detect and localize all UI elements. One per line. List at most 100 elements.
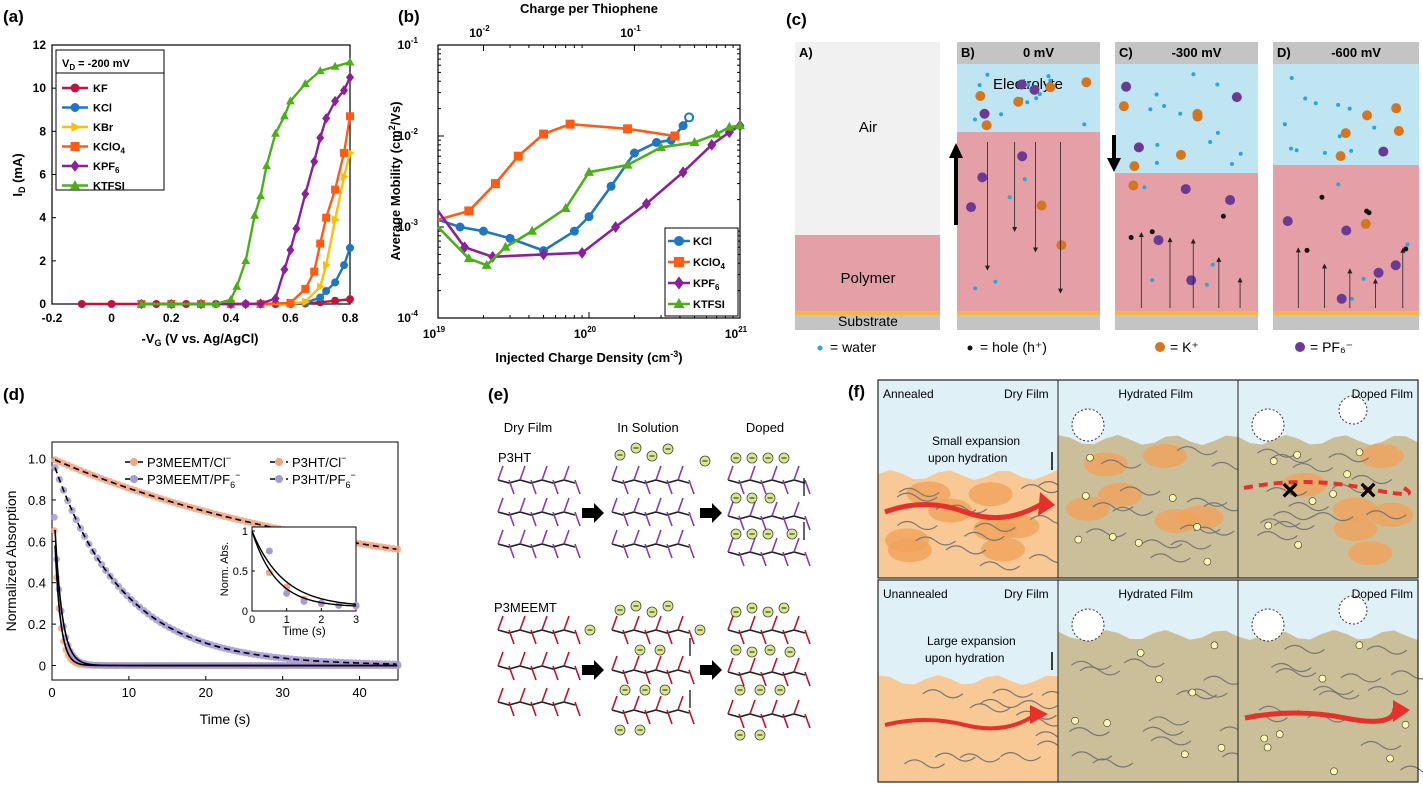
chart-a-point [345, 57, 355, 66]
panel-f-ion [1343, 470, 1351, 478]
panel-e-sidechain [804, 479, 811, 495]
panel-c-water [1208, 140, 1213, 145]
chart-b-point [622, 159, 633, 169]
chart-b-ytick-label: 10-3 [398, 218, 419, 234]
panel-c-pf6-ion [977, 172, 988, 183]
chart-d-legend-marker [275, 458, 283, 466]
panel-f-top-doped: Doped Film [1352, 387, 1413, 401]
chart-b-xtick-exp: 20 [587, 325, 596, 334]
chart-d-frame [51, 441, 399, 681]
panel-c-pf6-ion [1121, 81, 1132, 92]
chart-b-legend-label: KCl [693, 236, 712, 248]
panel-c-water [1289, 146, 1294, 151]
panel-e-sidechain [541, 687, 548, 703]
chart-a-point [322, 260, 331, 270]
panel-f-chain [1257, 531, 1298, 541]
panel-c-water [1347, 106, 1352, 111]
chart-a-point [262, 161, 271, 170]
panel-f-ion [1386, 754, 1394, 763]
chart-a-point [346, 112, 354, 121]
panel-f-crystallite [1084, 452, 1129, 477]
panel-e-sidechain [644, 511, 651, 527]
panel-e-sidechain [749, 699, 756, 715]
panel-f-ion [1108, 533, 1117, 541]
panel-e-sidechain [738, 671, 745, 687]
panel-e-sidechain [688, 479, 695, 495]
panel-f-transport-arrow [884, 713, 1037, 731]
chart-a-xtick-label: 0 [108, 311, 115, 325]
chart-b-point [623, 124, 633, 134]
panel-c-water [1034, 96, 1039, 101]
panel-e-sidechain [760, 551, 767, 567]
panel-c-substrate-line [1273, 311, 1419, 315]
panel-c-hole [1128, 234, 1134, 240]
panel-c-air-label: Air [859, 119, 877, 136]
panel-e-sidechain [622, 629, 629, 645]
panel-c-k-ion [1056, 240, 1067, 251]
panel-c-water [1303, 96, 1308, 101]
chart-d-point [394, 545, 402, 553]
panel-c-water [1026, 82, 1031, 87]
panel-c-water [1148, 107, 1153, 112]
panel-e-sidechain [666, 669, 673, 685]
panel-e-chain-p3meemt [727, 615, 811, 645]
chart-a-point [232, 281, 242, 290]
panel-c-water [977, 83, 982, 88]
panel-c-water [1336, 102, 1341, 107]
panel-c-hole [1403, 246, 1409, 252]
chart-b-legend-label: KClO4 [693, 257, 726, 271]
panel-e-sidechain [508, 479, 515, 495]
panel-c-pf6-ion [966, 202, 977, 213]
chart-b-point [505, 233, 515, 243]
chart-a-point [331, 296, 340, 305]
panel-c-k-ion [1391, 103, 1402, 114]
chart-b-point [463, 253, 474, 263]
panel-c-water [1282, 122, 1287, 127]
panel-e-backbone [727, 671, 806, 676]
panel-label-d: (d) [3, 385, 25, 404]
panel-e-chain-p3meemt [611, 695, 695, 725]
panel-e-sidechain [655, 529, 662, 545]
panel-c-pf6-ion [1225, 195, 1236, 206]
panel-c-header [1115, 42, 1258, 64]
panel-c-diagram: A) B) 0 mV C) -300 mV D) -600 mV Air Polymer Subs… [795, 42, 1419, 355]
panel-f-chain [1100, 459, 1142, 469]
panel-f-chain [1273, 520, 1315, 531]
chart-b-top-tick-base: 10 [469, 26, 483, 40]
chart-a-point [292, 223, 301, 234]
panel-c-hole [1366, 210, 1372, 216]
chart-b-xtick-exp: 21 [738, 325, 747, 334]
panel-f-ion [1134, 539, 1143, 547]
panel-f-chain [896, 520, 938, 531]
panel-e-sidechain [677, 529, 684, 545]
chart-b-point [478, 226, 488, 236]
panel-f-bottom-dry: Dry Film [1004, 587, 1049, 601]
panel-f-ion [1181, 750, 1189, 759]
panel-e-sidechain [677, 497, 684, 513]
panel-c-water [1082, 122, 1087, 127]
panel-e-sidechain [727, 465, 734, 481]
chart-b-xtick-label: 1019 [423, 325, 446, 341]
panel-e-backbone [497, 629, 576, 634]
panel-c-polymer-label: Polymer [840, 270, 895, 287]
chart-b-point [464, 206, 474, 216]
chart-a-ytick-label: 4 [39, 211, 46, 225]
chart-a-ytick-label: 12 [33, 38, 47, 52]
panel-f-chain [1270, 662, 1312, 673]
panel-f-top-note-1: Small expansion [932, 434, 1020, 448]
chart-d-inset-ytick-label: 0 [242, 606, 248, 618]
chart-b-ytick-base: 10 [398, 38, 412, 52]
panel-f-crystallite [1348, 541, 1393, 566]
panel-e-arrow [582, 503, 604, 523]
chart-d-ytick-label: 0.6 [28, 534, 46, 549]
panel-f-chain [1119, 486, 1161, 496]
chart-b-point [641, 197, 651, 210]
panel-f-transport-arrow [1244, 707, 1398, 724]
panel-f-chain [1275, 667, 1317, 678]
panel-f-bottom-note-1: Large expansion [927, 634, 1016, 648]
chart-d-point [68, 506, 76, 515]
chart-a-point [346, 72, 354, 83]
panel-c-pf6-ion [979, 108, 990, 119]
panel-f-film [1058, 630, 1238, 782]
panel-e-sidechain [574, 479, 581, 495]
